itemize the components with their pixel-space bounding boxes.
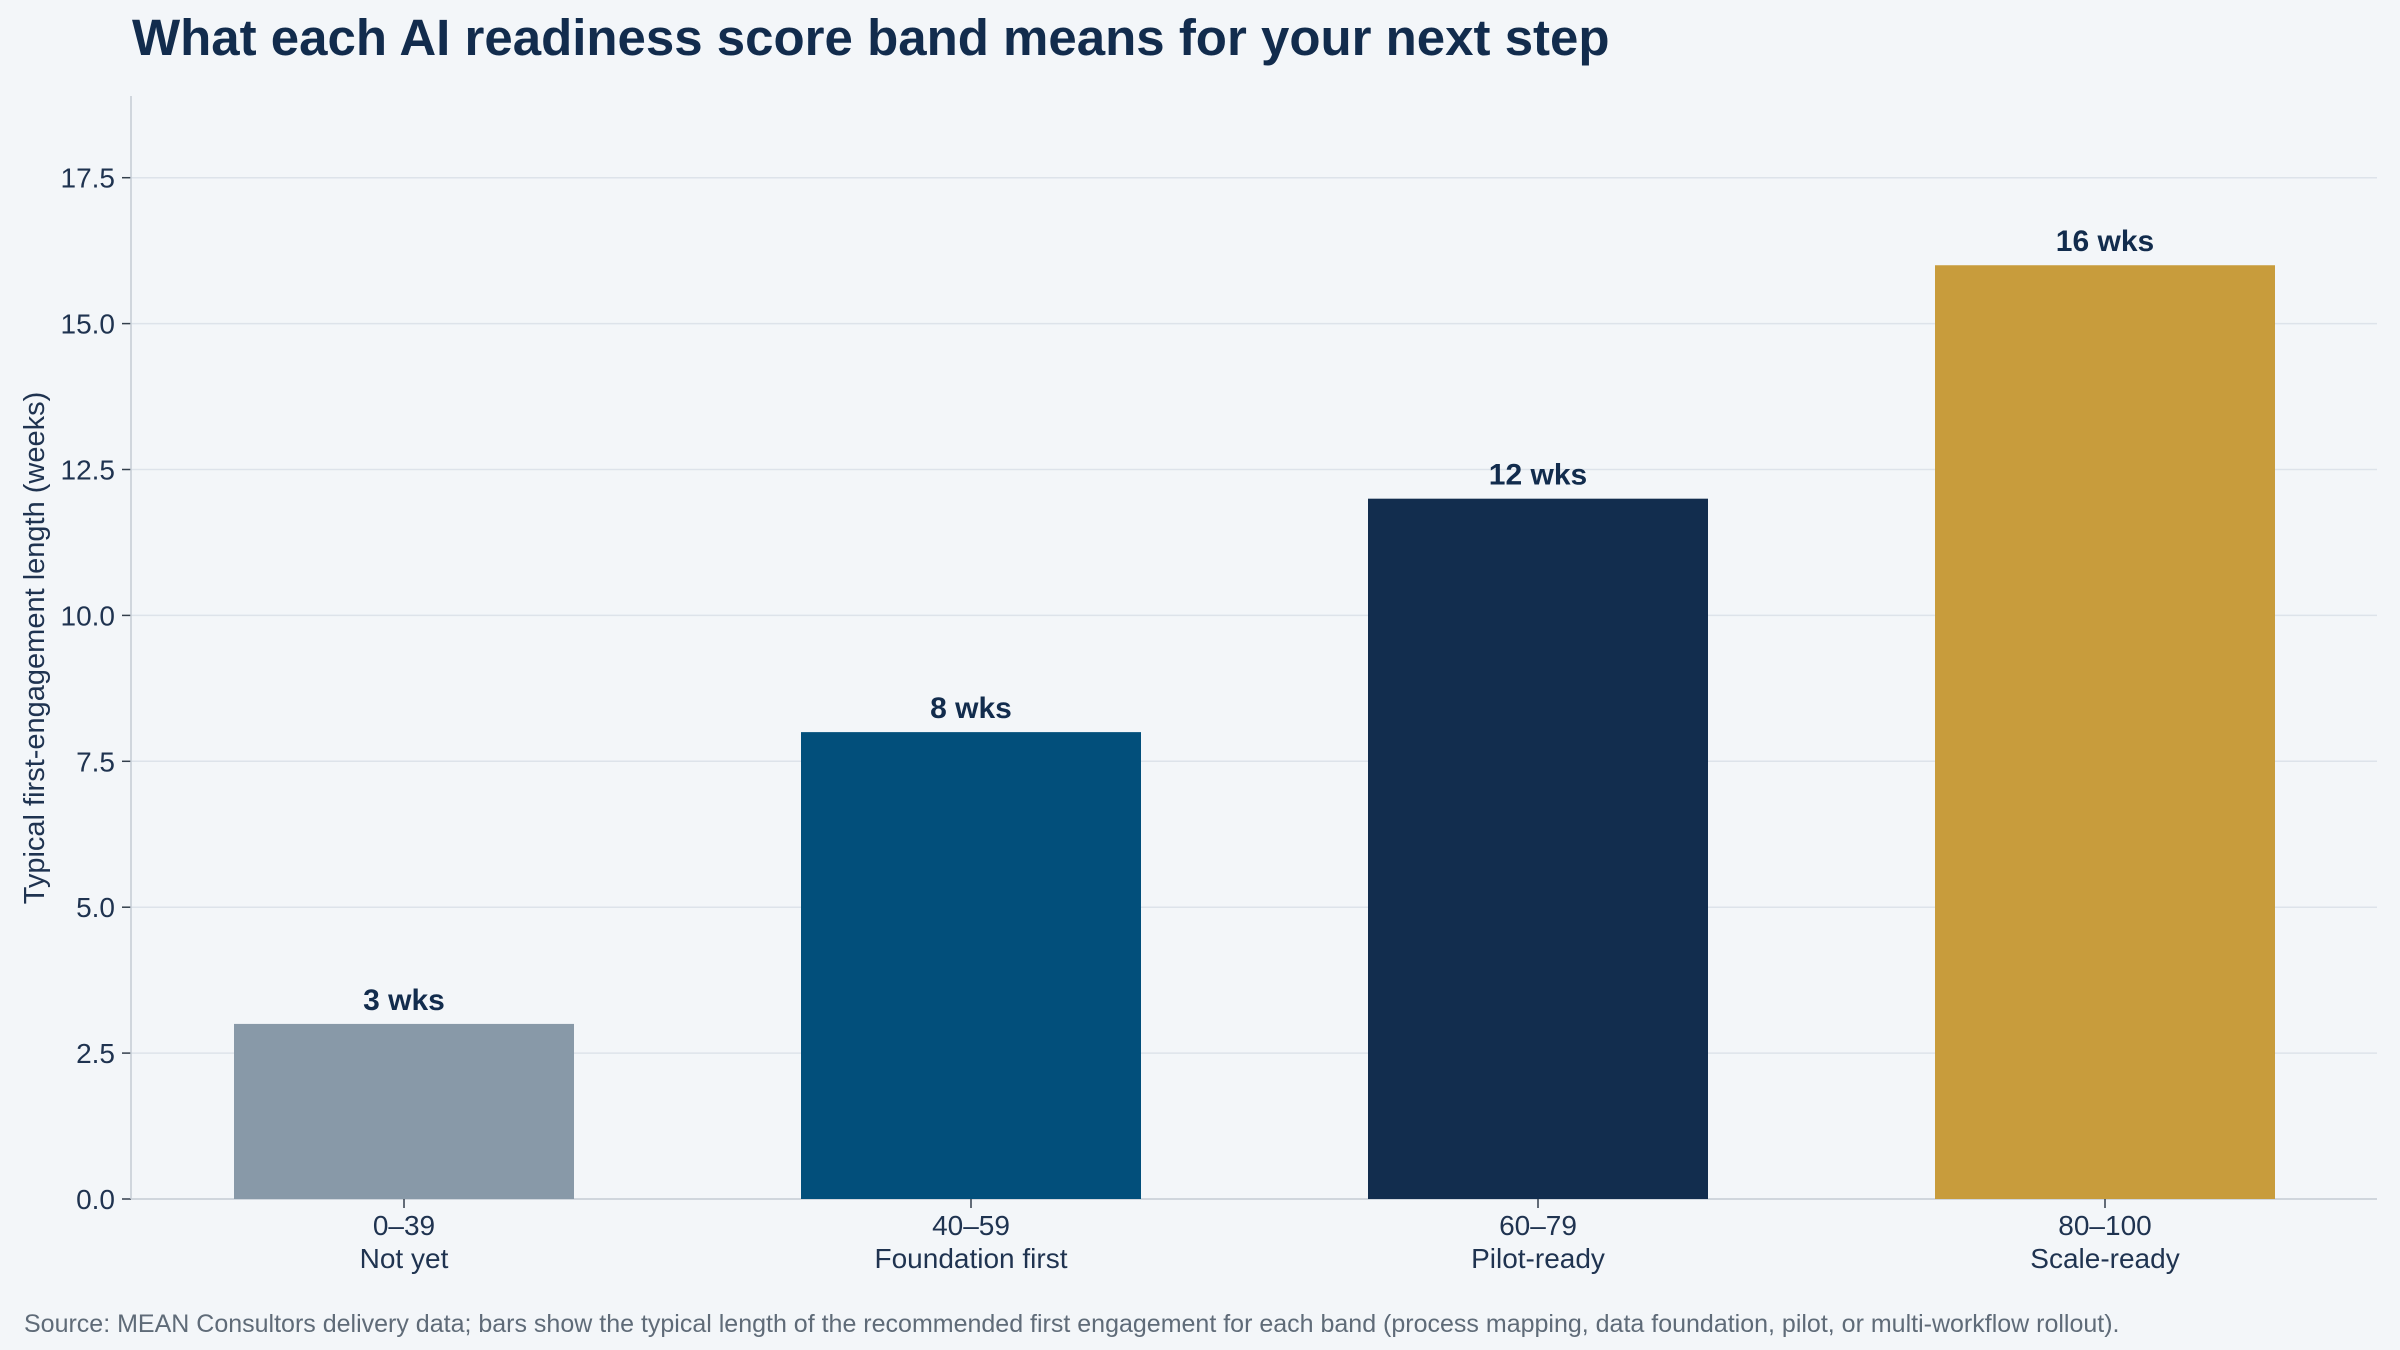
bar: [234, 1023, 574, 1199]
chart-title: What each AI readiness score band means …: [132, 9, 1610, 66]
bars: [234, 265, 2275, 1200]
y-tick-label: 15.0: [61, 309, 116, 340]
y-tick-label: 5.0: [76, 892, 115, 923]
x-tick-sublabel: Not yet: [360, 1243, 449, 1274]
bar-value-label: 8 wks: [930, 692, 1012, 725]
source-note: Source: MEAN Consultors delivery data; b…: [24, 1310, 2120, 1338]
bar-value-label: 3 wks: [363, 984, 445, 1017]
y-tick-label: 17.5: [61, 163, 116, 194]
bar: [801, 732, 1141, 1199]
bar: [1935, 265, 2275, 1199]
x-tick-label: 60–79: [1499, 1210, 1577, 1241]
y-tick-label: 0.0: [76, 1184, 115, 1215]
labels: 3 wks 8 wks 12 wks 16 wks: [363, 225, 2154, 1017]
y-tick-label: 10.0: [61, 600, 116, 631]
x-tick-sublabel: Pilot-ready: [1471, 1243, 1605, 1274]
bar-value-label: 12 wks: [1489, 459, 1587, 492]
x-tick-sublabel: Foundation first: [875, 1243, 1068, 1274]
y-tick-label: 2.5: [76, 1038, 115, 1069]
x-tick-label: 0–39: [373, 1210, 435, 1241]
y-tick-label: 12.5: [61, 455, 116, 486]
x-tick-label: 40–59: [932, 1210, 1010, 1241]
y-axis-label: Typical first-engagement length (weeks): [19, 392, 51, 905]
x-tick-label: 80–100: [2058, 1210, 2151, 1241]
y-tick-label: 7.5: [76, 746, 115, 777]
x-tick-sublabel: Scale-ready: [2030, 1243, 2179, 1274]
bar-value-label: 16 wks: [2056, 225, 2154, 258]
bar: [1368, 498, 1708, 1200]
